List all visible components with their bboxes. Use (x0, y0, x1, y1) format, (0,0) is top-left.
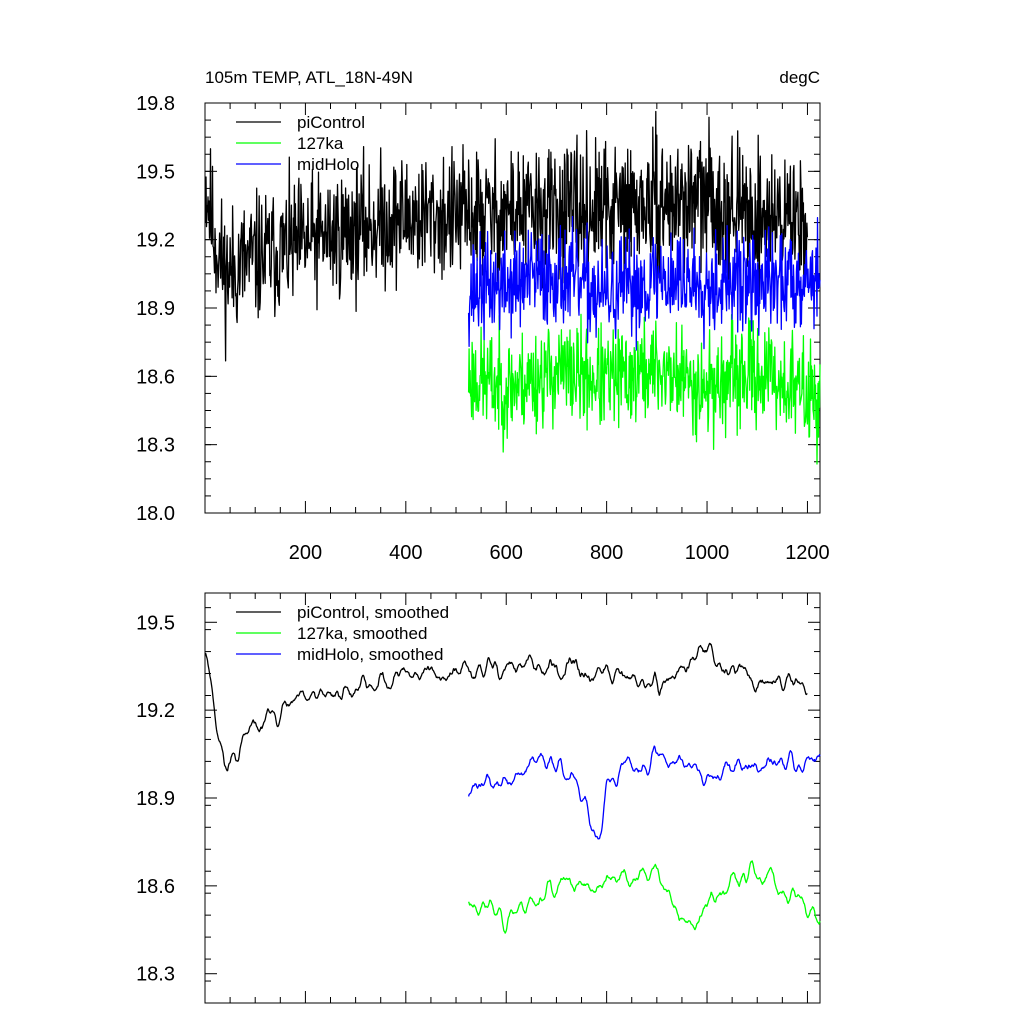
legend-label: 127ka, smoothed (297, 624, 427, 643)
series-line-picontrol (204, 110, 809, 362)
series-line-127ka-smoothed (468, 860, 821, 934)
y-tick-label: 18.0 (136, 503, 175, 525)
series-line-midholo (467, 215, 821, 351)
y-tick-label: 18.6 (136, 366, 175, 388)
legend-label: midHolo (297, 155, 359, 174)
top-series-group (204, 110, 821, 465)
x-tick-label: 800 (590, 542, 623, 564)
legend-label: piControl (297, 113, 365, 132)
bottom-series-group (204, 642, 821, 934)
bottom-y-axis: 18.3 18.6 18.9 19.2 19.5 (136, 607, 820, 1004)
y-tick-label: 18.6 (136, 876, 175, 898)
top-legend: piControl 127ka midHolo (236, 113, 365, 174)
y-tick-label: 18.3 (136, 964, 175, 986)
top-x-axis: 200 400 600 800 1000 1200 (229, 103, 830, 564)
bottom-legend: piControl, smoothed 127ka, smoothed midHol… (236, 603, 449, 664)
bottom-panel: 18.3 18.6 18.9 19.2 19.5 piControl, smoothed… (136, 592, 821, 1004)
y-tick-label: 19.5 (136, 612, 175, 634)
x-tick-label: 400 (389, 542, 422, 564)
legend-label: 127ka (297, 134, 344, 153)
top-panel-units: degC (779, 68, 820, 87)
x-tick-label: 600 (490, 542, 523, 564)
x-tick-label: 200 (289, 542, 322, 564)
y-tick-label: 18.9 (136, 298, 175, 320)
legend-label: piControl, smoothed (297, 603, 449, 622)
x-tick-label: 1200 (785, 542, 830, 564)
top-panel: 105m TEMP, ATL_18N-49N degC 18.0 18.3 18.6… (136, 68, 830, 564)
y-tick-label: 19.2 (136, 700, 175, 722)
x-tick-label: 1000 (685, 542, 730, 564)
top-y-axis: 18.0 18.3 18.6 18.9 19.2 19.5 19.8 (136, 93, 820, 525)
y-tick-label: 19.2 (136, 230, 175, 252)
series-line-127ka (467, 313, 821, 465)
y-tick-label: 18.3 (136, 435, 175, 457)
y-tick-label: 19.8 (136, 93, 175, 115)
bottom-x-axis (229, 593, 808, 1003)
series-line-midholo-smoothed (467, 745, 821, 840)
legend-label: midHolo, smoothed (297, 645, 443, 664)
top-panel-title: 105m TEMP, ATL_18N-49N (205, 68, 413, 87)
y-tick-label: 19.5 (136, 161, 175, 183)
series-line-picontrol-smoothed (204, 642, 808, 772)
y-tick-label: 18.9 (136, 788, 175, 810)
